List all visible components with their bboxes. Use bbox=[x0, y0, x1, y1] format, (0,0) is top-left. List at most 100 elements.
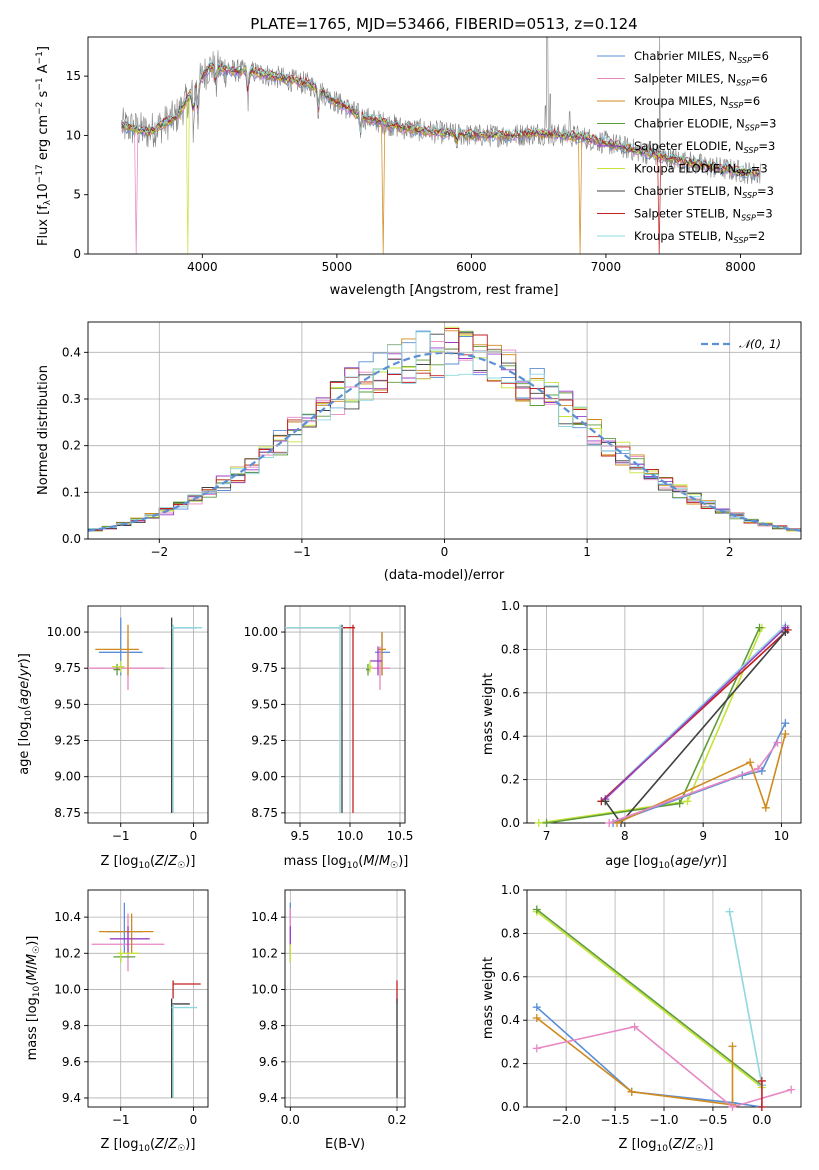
mass-vs-z-ytick-label: 9.4 bbox=[62, 1091, 81, 1105]
spectrum-title: PLATE=1765, MJD=53466, FIBERID=0513, z=0… bbox=[250, 15, 637, 33]
residuals-ytick-label: 0.0 bbox=[62, 532, 81, 546]
mass-vs-z-ytick-label: 10.2 bbox=[54, 946, 81, 960]
age-vs-z-ytick-label: 9.75 bbox=[54, 661, 81, 675]
age-vs-mass-ytick-label: 10.00 bbox=[244, 625, 278, 639]
mass-vs-ebv-ytick-label: 9.4 bbox=[259, 1091, 278, 1105]
age-vs-z-ytick-label: 8.75 bbox=[54, 806, 81, 820]
weight-marker bbox=[787, 1085, 796, 1094]
residuals-ytick-label: 0.2 bbox=[62, 439, 81, 453]
age-vs-z-ytick-label: 9.00 bbox=[54, 770, 81, 784]
weight-marker bbox=[675, 799, 684, 808]
weight-vs-z-ytick-label: 0.6 bbox=[501, 970, 520, 984]
age-vs-mass-xtick-label: 10.0 bbox=[337, 829, 364, 843]
mass-vs-ebv-ytick-label: 9.6 bbox=[259, 1055, 278, 1069]
weight-marker bbox=[532, 1044, 541, 1053]
weight-vs-age-ylabel: mass weight bbox=[481, 673, 496, 755]
weight-vs-age-ytick-label: 1.0 bbox=[501, 599, 520, 613]
weight-vs-age-xtick-label: 10 bbox=[774, 829, 789, 843]
legend-label: Kroupa STELIB, NSSP=2 bbox=[634, 229, 765, 245]
age-vs-mass-xtick-label: 10.5 bbox=[387, 829, 414, 843]
weight-marker bbox=[757, 1076, 766, 1085]
spectrum-xlabel: wavelength [Angstrom, rest frame] bbox=[330, 283, 559, 298]
mass-vs-z-ytick-label: 9.6 bbox=[62, 1055, 81, 1069]
weight-vs-z-xlabel: Z [log10(Z/Z☉)] bbox=[619, 1137, 714, 1154]
age-vs-mass-xlabel: mass [log10(M/M☉)] bbox=[284, 854, 409, 871]
mass-vs-z-ylabel: mass [log10(M/M☉)] bbox=[25, 936, 42, 1061]
weight-marker bbox=[728, 1042, 737, 1051]
age-vs-z-xtick-label: 0 bbox=[190, 829, 198, 843]
spectrum-ytick-label: 0 bbox=[73, 247, 81, 261]
weight-marker bbox=[728, 1103, 737, 1111]
age-vs-mass-panel: 9.5 10.0 10.5 8.75 9.00 9.25 9.50 9.75 10.00 mas… bbox=[244, 605, 414, 871]
spectrum-ytick-label: 10 bbox=[66, 128, 81, 142]
mass-vs-z-xtick-label: −1 bbox=[112, 1113, 130, 1127]
weight-marker bbox=[781, 730, 790, 739]
age-vs-mass-ytick-label: 9.50 bbox=[251, 697, 278, 711]
weight-line bbox=[536, 908, 763, 1086]
legend-subscript: SSP bbox=[737, 56, 752, 65]
age-vs-mass-frame bbox=[284, 605, 406, 824]
weight-marker bbox=[781, 628, 790, 637]
residuals-xtick-label: −1 bbox=[293, 545, 311, 559]
residuals-xtick-label: 1 bbox=[583, 545, 591, 559]
weight-vs-z-ytick-label: 0.2 bbox=[501, 1057, 520, 1071]
legend-value: =3 bbox=[757, 184, 774, 198]
weight-line bbox=[616, 733, 787, 824]
legend-subscript: SSP bbox=[736, 169, 751, 178]
weight-vs-z-xtick-label: −2.0 bbox=[552, 1113, 581, 1127]
legend-label: Kroupa ELODIE, NSSP=3 bbox=[634, 162, 768, 178]
age-vs-mass-ytick-label: 8.75 bbox=[251, 806, 278, 820]
spectrum-ytick-label: 5 bbox=[73, 188, 81, 202]
legend-subscript: SSP bbox=[741, 214, 756, 223]
spectrum-xtick-label: 5000 bbox=[322, 260, 353, 274]
weight-vs-age-ytick-label: 0.2 bbox=[501, 773, 520, 787]
legend-subscript: SSP bbox=[734, 236, 749, 245]
weight-vs-z-panel: −2.0 −1.5 −1.0 −0.5 0.0 0.0 0.2 0.4 0.6 0.8 1.0 Z … bbox=[481, 883, 802, 1154]
legend-value: =3 bbox=[756, 207, 773, 221]
legend-label: 𝒩(0, 1) bbox=[739, 337, 781, 351]
legend-value: =2 bbox=[748, 229, 765, 243]
weight-marker bbox=[532, 1014, 541, 1023]
mass-vs-z-xtick-label: 0 bbox=[190, 1113, 198, 1127]
weight-line bbox=[728, 911, 763, 1086]
legend-value: =3 bbox=[751, 162, 768, 176]
legend-label: Salpeter ELODIE, NSSP=3 bbox=[634, 139, 775, 155]
weight-marker bbox=[746, 758, 755, 767]
weight-vs-z-ytick-label: 1.0 bbox=[501, 883, 520, 897]
weight-vs-z-ytick-label: 0.0 bbox=[501, 1100, 520, 1114]
weight-vs-age-panel: 7 8 9 10 0.0 0.2 0.4 0.6 0.8 1.0 age [log10(age/y… bbox=[481, 599, 802, 871]
residuals-panel: −2 −1 0 1 2 0.0 0.1 0.2 0.3 0.4 (data-model)/erro… bbox=[36, 321, 802, 583]
legend-value: =3 bbox=[760, 117, 777, 131]
weight-vs-age-xtick-label: 7 bbox=[543, 829, 551, 843]
weight-marker bbox=[761, 803, 770, 812]
weight-vs-z-frame bbox=[526, 889, 802, 1108]
weight-vs-z-xtick-label: −0.5 bbox=[698, 1113, 727, 1127]
legend-label: Chabrier ELODIE, NSSP=3 bbox=[634, 117, 776, 133]
legend-value: =3 bbox=[758, 139, 775, 153]
legend-label: Chabrier STELIB, NSSP=3 bbox=[634, 184, 774, 200]
age-vs-z-xtick-label: −1 bbox=[112, 829, 130, 843]
residuals-xtick-label: 0 bbox=[441, 545, 449, 559]
mass-vs-ebv-xtick-label: 0.2 bbox=[387, 1113, 406, 1127]
weight-vs-age-xtick-label: 8 bbox=[621, 829, 629, 843]
age-vs-z-xlabel: Z [log10(Z/Z☉)] bbox=[101, 854, 196, 871]
weight-vs-age-frame bbox=[526, 605, 802, 824]
residuals-xtick-label: −2 bbox=[150, 545, 168, 559]
weight-marker bbox=[781, 719, 790, 728]
age-vs-z-ylabel: age [log10(age/yr)] bbox=[17, 653, 34, 775]
weight-marker bbox=[753, 764, 762, 773]
mass-vs-ebv-ytick-label: 10.2 bbox=[251, 946, 278, 960]
spectrum-xtick-label: 7000 bbox=[591, 260, 622, 274]
legend-subscript: SSP bbox=[744, 146, 759, 155]
age-vs-mass-ytick-label: 9.25 bbox=[251, 734, 278, 748]
mass-vs-ebv-frame bbox=[284, 889, 406, 1108]
weight-vs-z-xtick-label: −1.5 bbox=[601, 1113, 630, 1127]
weight-vs-age-ytick-label: 0.6 bbox=[501, 686, 520, 700]
spectrum-ylabel: Flux [fλ10−17 erg cm−2 s−1 A−1] bbox=[35, 46, 53, 246]
mass-vs-z-ytick-label: 9.8 bbox=[62, 1019, 81, 1033]
legend-subscript: SSP bbox=[742, 191, 757, 200]
mass-vs-ebv-ytick-label: 10.0 bbox=[251, 982, 278, 996]
weight-vs-age-ytick-label: 0.0 bbox=[501, 816, 520, 830]
weight-line bbox=[536, 1006, 763, 1108]
